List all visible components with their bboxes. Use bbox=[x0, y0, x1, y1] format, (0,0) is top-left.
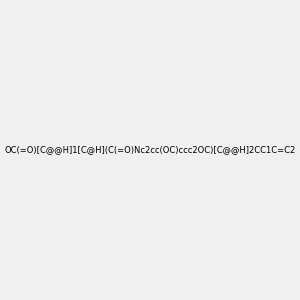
Text: OC(=O)[C@@H]1[C@H](C(=O)Nc2cc(OC)ccc2OC)[C@@H]2CC1C=C2: OC(=O)[C@@H]1[C@H](C(=O)Nc2cc(OC)ccc2OC)… bbox=[4, 146, 296, 154]
